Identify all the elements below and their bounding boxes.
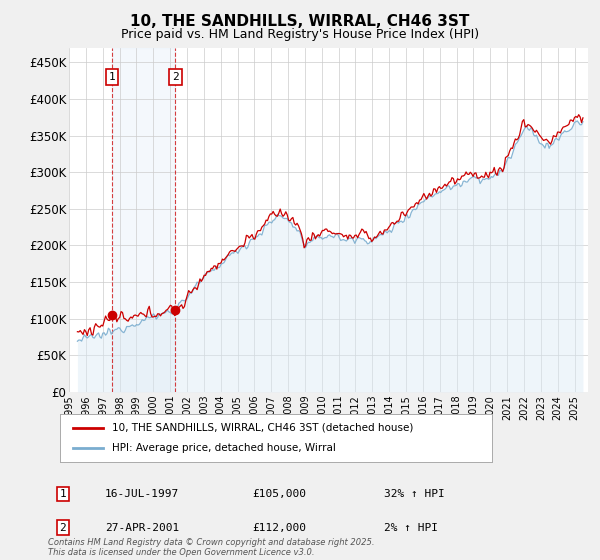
Text: 2: 2 [172, 72, 179, 82]
Bar [112, 48, 175, 392]
Text: 27-APR-2001: 27-APR-2001 [105, 522, 179, 533]
Text: 1: 1 [109, 72, 115, 82]
Text: 10, THE SANDHILLS, WIRRAL, CH46 3ST: 10, THE SANDHILLS, WIRRAL, CH46 3ST [130, 14, 470, 29]
Text: 32% ↑ HPI: 32% ↑ HPI [384, 489, 445, 499]
Text: 2: 2 [59, 522, 67, 533]
Text: HPI: Average price, detached house, Wirral: HPI: Average price, detached house, Wirr… [112, 443, 336, 452]
Text: £112,000: £112,000 [252, 522, 306, 533]
Text: 16-JUL-1997: 16-JUL-1997 [105, 489, 179, 499]
Text: 10, THE SANDHILLS, WIRRAL, CH46 3ST (detached house): 10, THE SANDHILLS, WIRRAL, CH46 3ST (det… [112, 423, 413, 433]
Text: £105,000: £105,000 [252, 489, 306, 499]
Text: 2% ↑ HPI: 2% ↑ HPI [384, 522, 438, 533]
Text: Price paid vs. HM Land Registry's House Price Index (HPI): Price paid vs. HM Land Registry's House … [121, 28, 479, 41]
Text: Contains HM Land Registry data © Crown copyright and database right 2025.
This d: Contains HM Land Registry data © Crown c… [48, 538, 374, 557]
Text: 1: 1 [59, 489, 67, 499]
